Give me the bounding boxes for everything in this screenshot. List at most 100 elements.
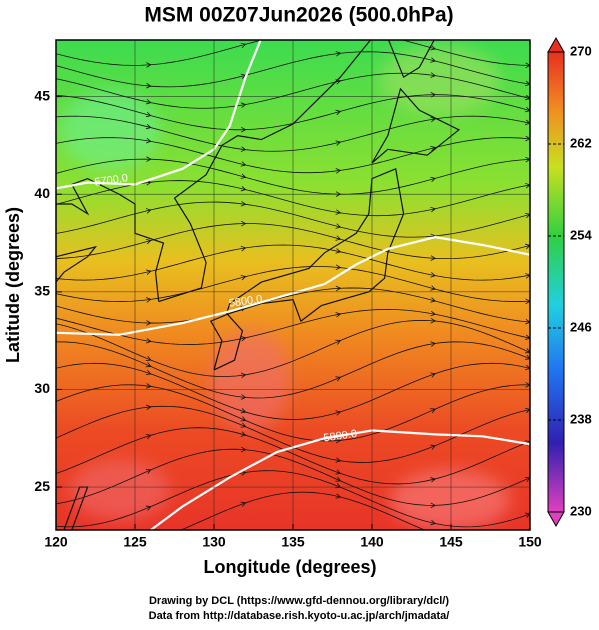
- y-tick-label: 25: [34, 478, 50, 494]
- streamline: [150, 405, 246, 428]
- streamline-arrow: [525, 298, 530, 305]
- streamline: [340, 486, 436, 524]
- y-tick-label: 35: [34, 283, 50, 299]
- streamline: [340, 287, 436, 302]
- streamline-arrow: [525, 212, 530, 219]
- x-tick-label: 130: [202, 534, 226, 550]
- x-tick-label: 125: [123, 534, 147, 550]
- streamline-arrow: [525, 273, 530, 279]
- streamline: [340, 147, 436, 171]
- x-tick-label: 150: [518, 534, 542, 550]
- streamline: [340, 319, 436, 341]
- contour-label: 5700.0: [94, 172, 129, 189]
- x-axis-label: Longitude (degrees): [203, 557, 376, 577]
- streamline-arrow: [525, 318, 530, 325]
- coastline: [387, 40, 435, 78]
- streamline: [150, 102, 246, 109]
- streamline-arrow: [525, 62, 530, 69]
- streamline-arrow: [524, 512, 530, 518]
- streamline: [340, 342, 436, 378]
- streamline: [340, 445, 436, 463]
- colorbar-tick-label: 246: [570, 319, 592, 334]
- streamline: [150, 180, 246, 190]
- colorbar-max-arrow: [547, 36, 565, 53]
- streamline: [340, 473, 436, 485]
- streamline-arrow: [525, 119, 530, 126]
- y-tick-label: 45: [34, 87, 50, 103]
- axes: 120 125 130 135 140 145 150 25 30 35 40 45: [34, 87, 541, 549]
- contour-label: 5800.0: [228, 293, 263, 310]
- colorbar-tick-label: 254: [570, 227, 592, 242]
- streamline-arrow: [525, 106, 530, 113]
- y-tick-label: 40: [34, 185, 50, 201]
- streamline: [340, 72, 436, 82]
- streamline: [340, 177, 436, 195]
- streamline: [150, 359, 246, 377]
- streamline-arrow: [525, 243, 530, 250]
- streamline: [150, 74, 246, 88]
- streamline-arrow: [524, 354, 530, 360]
- colorbar-tick-label: 270: [570, 43, 592, 58]
- colorbar-tick-label: 262: [570, 135, 592, 150]
- streamline: [340, 51, 436, 62]
- streamline-arrow: [336, 28, 340, 33]
- streamline: [150, 373, 246, 413]
- x-tick-label: 120: [44, 534, 68, 550]
- streamline: [150, 43, 246, 66]
- colorbar-tick-label: 238: [570, 411, 592, 426]
- streamline-arrow: [525, 80, 530, 87]
- streamline: [150, 223, 246, 241]
- streamline: [150, 337, 246, 345]
- x-tick-label: 145: [439, 534, 463, 550]
- streamline: [150, 247, 246, 272]
- streamline-arrow: [430, 531, 435, 535]
- y-axis-label: Latitude (degrees): [3, 207, 23, 363]
- streamline: [150, 158, 246, 178]
- streamline: [150, 366, 246, 398]
- streamline-arrow: [525, 156, 530, 163]
- streamline: [340, 251, 436, 277]
- streamline-arrow: [525, 135, 530, 142]
- streamline-arrow: [525, 382, 530, 388]
- streamline: [340, 267, 436, 290]
- streamline: [400, 40, 436, 50]
- x-tick-label: 140: [360, 534, 384, 550]
- streamline: [340, 496, 426, 530]
- plot-area: 5700.0 5800.0 5880.0: [56, 28, 530, 535]
- streamline: [340, 408, 436, 441]
- streamline-arrow: [525, 183, 530, 189]
- streamline: [150, 427, 246, 436]
- streamline: [340, 238, 436, 259]
- streamline: [179, 502, 246, 530]
- streamline: [340, 480, 436, 506]
- x-tick-label: 135: [281, 534, 305, 550]
- credit: Data from http://database.rish.kyoto-u.a…: [149, 610, 450, 622]
- streamline: [150, 127, 246, 151]
- contour-line: [150, 429, 530, 530]
- colorbar-ticks: 230 238 246 254 262 270: [548, 43, 592, 518]
- colorbar: [547, 51, 565, 513]
- streamline-arrow: [524, 348, 530, 354]
- streamline: [340, 208, 436, 217]
- streamline: [340, 94, 436, 112]
- streamline: [340, 309, 436, 315]
- coastline: [371, 87, 461, 164]
- streamline: [340, 373, 436, 413]
- colorbar-tick-label: 230: [570, 503, 592, 518]
- streamline-arrow: [525, 407, 530, 414]
- streamline: [150, 140, 246, 166]
- streamline-arrow: [525, 364, 530, 371]
- streamline-arrow: [525, 334, 530, 340]
- streamline: [150, 201, 246, 211]
- streamline: [340, 118, 436, 143]
- contour-line: [56, 40, 262, 190]
- streamline: [150, 471, 246, 507]
- title: MSM 00Z07Jun2026 (500.0hPa): [144, 4, 453, 27]
- contour-label: 5880.0: [323, 428, 358, 445]
- streamline: [150, 448, 246, 471]
- grid: [56, 40, 530, 530]
- credit: Drawing by DCL (https://www.gfd-dennou.o…: [149, 595, 449, 607]
- streamline: [340, 226, 436, 238]
- streamline: [150, 115, 246, 131]
